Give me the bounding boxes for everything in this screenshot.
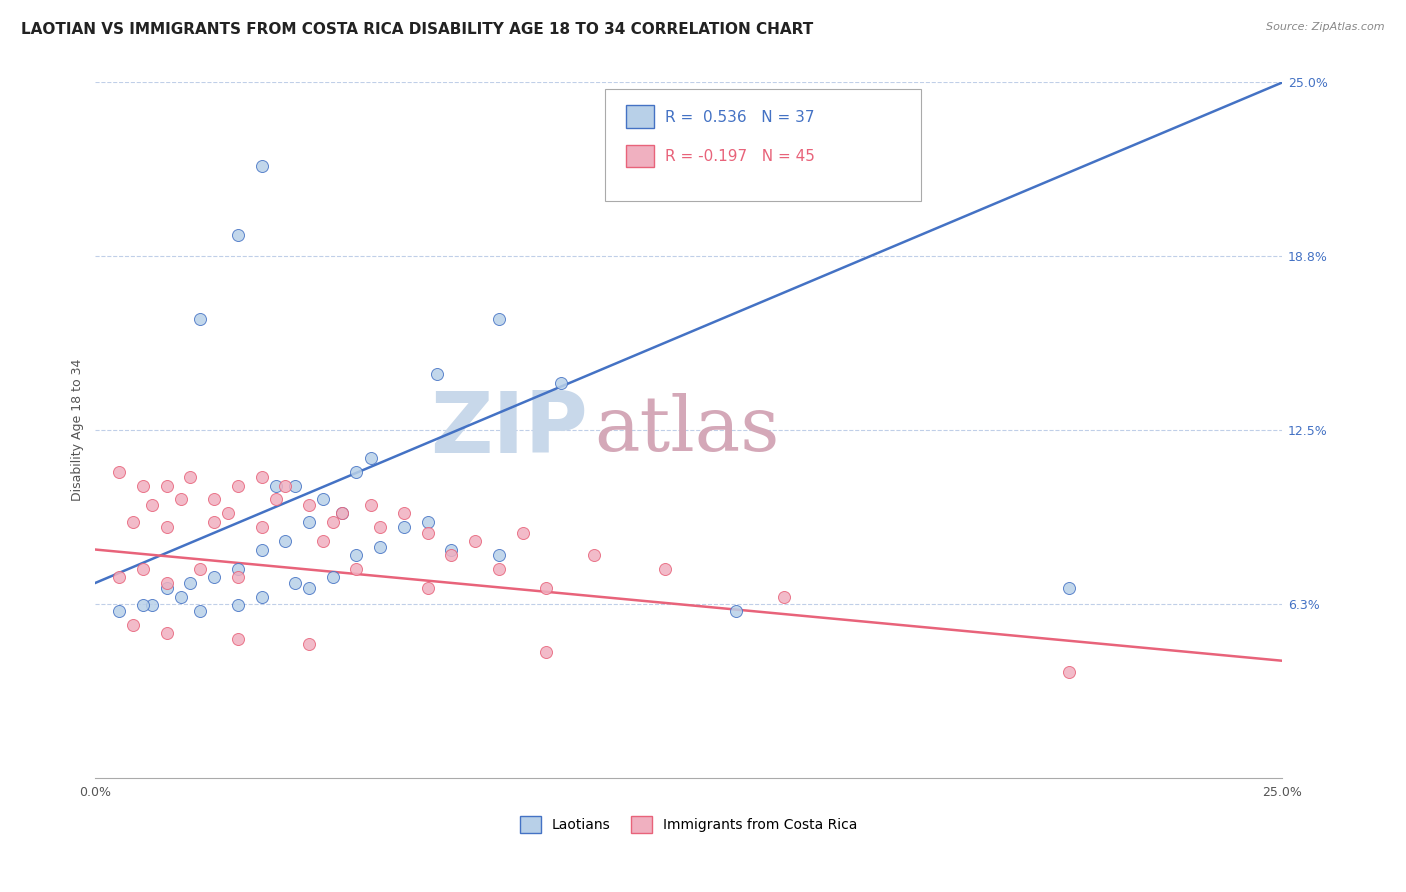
Point: [202, 515, 225, 529]
Point: [250, 520, 273, 534]
Point: [488, 311, 510, 326]
Point: [122, 515, 145, 529]
Point: [132, 562, 155, 576]
Point: [250, 159, 273, 173]
Legend: Laotians, Immigrants from Costa Rica: Laotians, Immigrants from Costa Rica: [520, 816, 858, 833]
Point: [346, 562, 368, 576]
Point: [392, 507, 415, 521]
Point: [155, 582, 177, 596]
Point: [226, 632, 249, 646]
Point: [122, 617, 145, 632]
Point: [155, 478, 177, 492]
Point: [264, 492, 287, 507]
Point: [582, 548, 605, 562]
Text: ZIP: ZIP: [430, 389, 588, 472]
Point: [170, 590, 193, 604]
Point: [298, 515, 321, 529]
Point: [312, 492, 335, 507]
Point: [298, 582, 321, 596]
Point: [226, 562, 249, 576]
Point: [426, 368, 449, 382]
Point: [416, 515, 439, 529]
Point: [536, 645, 558, 659]
Point: [274, 478, 297, 492]
Point: [772, 590, 794, 604]
Point: [250, 542, 273, 557]
Point: [416, 525, 439, 540]
Point: [226, 228, 249, 243]
Point: [188, 562, 211, 576]
Point: [141, 498, 163, 512]
Point: [155, 626, 177, 640]
Point: [346, 548, 368, 562]
Point: [155, 575, 177, 590]
Point: [155, 520, 177, 534]
Point: [202, 492, 225, 507]
Point: [464, 534, 486, 549]
Point: [392, 520, 415, 534]
Point: [108, 604, 131, 618]
Point: [488, 562, 510, 576]
Point: [330, 507, 353, 521]
Point: [440, 542, 463, 557]
Point: [512, 525, 534, 540]
Point: [360, 498, 382, 512]
Point: [188, 604, 211, 618]
Point: [322, 515, 344, 529]
Point: [141, 598, 163, 612]
Point: [440, 548, 463, 562]
Point: [550, 376, 572, 390]
Point: [170, 492, 193, 507]
Point: [330, 507, 353, 521]
Point: [226, 478, 249, 492]
Point: [1057, 582, 1080, 596]
Point: [298, 498, 321, 512]
Point: [360, 450, 382, 465]
Point: [1057, 665, 1080, 679]
Point: [217, 507, 239, 521]
Point: [368, 520, 391, 534]
Text: Source: ZipAtlas.com: Source: ZipAtlas.com: [1267, 22, 1385, 32]
Text: R =  0.536   N = 37: R = 0.536 N = 37: [665, 110, 814, 125]
Point: [108, 570, 131, 584]
Text: LAOTIAN VS IMMIGRANTS FROM COSTA RICA DISABILITY AGE 18 TO 34 CORRELATION CHART: LAOTIAN VS IMMIGRANTS FROM COSTA RICA DI…: [21, 22, 813, 37]
Point: [312, 534, 335, 549]
Point: [226, 570, 249, 584]
Point: [179, 470, 201, 484]
Point: [346, 465, 368, 479]
Point: [416, 582, 439, 596]
Point: [264, 478, 287, 492]
Text: atlas: atlas: [593, 393, 779, 467]
Point: [250, 470, 273, 484]
Point: [654, 562, 676, 576]
Point: [226, 598, 249, 612]
Y-axis label: Disability Age 18 to 34: Disability Age 18 to 34: [72, 359, 84, 501]
Point: [284, 575, 307, 590]
Point: [368, 540, 391, 554]
Point: [488, 548, 510, 562]
Point: [250, 590, 273, 604]
Point: [132, 478, 155, 492]
Point: [108, 465, 131, 479]
Point: [725, 604, 748, 618]
Point: [322, 570, 344, 584]
Point: [298, 637, 321, 651]
Point: [202, 570, 225, 584]
Point: [132, 598, 155, 612]
Text: R = -0.197   N = 45: R = -0.197 N = 45: [665, 149, 815, 164]
Point: [274, 534, 297, 549]
Point: [188, 311, 211, 326]
Point: [536, 582, 558, 596]
Point: [284, 478, 307, 492]
Point: [179, 575, 201, 590]
